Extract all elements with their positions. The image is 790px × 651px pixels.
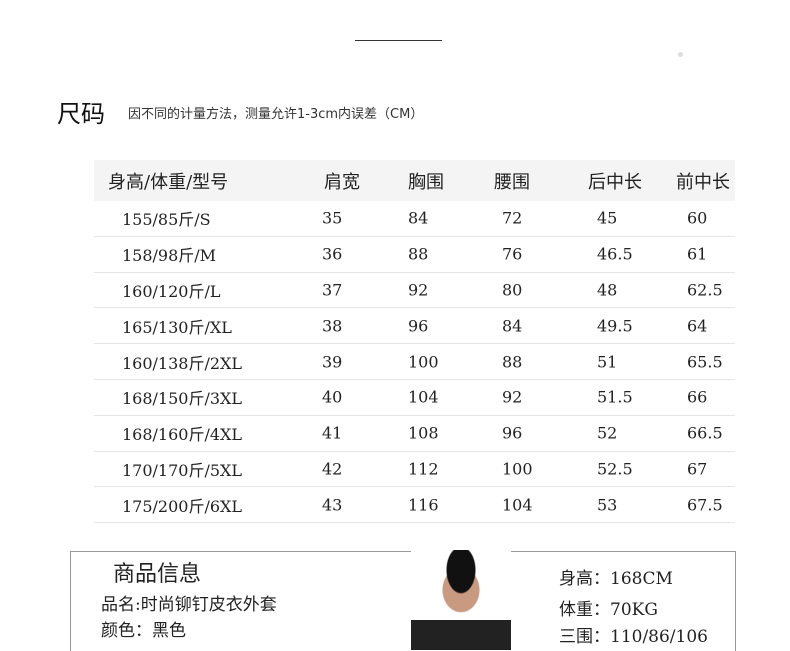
table-cell: 84: [408, 208, 429, 228]
table-cell: 175/200斤/6XL: [122, 496, 243, 516]
product-info-title: 商品信息: [113, 562, 202, 587]
table-cell: 80: [502, 280, 523, 300]
table-cell: 51: [597, 352, 618, 372]
table-cell: 38: [322, 316, 343, 336]
column-header: 前中长: [676, 171, 730, 193]
product-color: 颜色：黑色: [101, 621, 186, 641]
table-header: 身高/体重/型号 肩宽 胸围 腰围 后中长 前中长: [94, 160, 735, 201]
table-cell: 40: [322, 387, 343, 407]
table-cell: 92: [408, 280, 429, 300]
table-cell: 61: [687, 244, 708, 264]
table-cell: 45: [597, 208, 618, 228]
column-header: 胸围: [408, 171, 444, 193]
table-cell: 168/160斤/4XL: [122, 425, 243, 445]
table-cell: 104: [502, 495, 533, 515]
table-cell: 51.5: [597, 387, 633, 407]
table-cell: 72: [502, 208, 523, 228]
table-cell: 43: [322, 495, 343, 515]
table-cell: 100: [408, 352, 439, 372]
column-header: 身高/体重/型号: [108, 171, 229, 193]
product-info-box: 商品信息 品名:时尚铆钉皮衣外套 颜色：黑色 身高：168CM 体重：70KG …: [70, 550, 736, 651]
table-cell: 112: [408, 459, 439, 479]
table-cell: 170/170斤/5XL: [122, 460, 243, 480]
table-cell: 160/120斤/L: [122, 281, 221, 301]
table-cell: 165/130斤/XL: [122, 317, 232, 337]
table-row: 160/120斤/L 37 92 80 48 62.5: [94, 273, 735, 309]
table-cell: 52.5: [597, 459, 633, 479]
table-cell: 96: [502, 423, 523, 443]
table-cell: 66.5: [687, 423, 723, 443]
table-cell: 35: [322, 208, 343, 228]
table-cell: 53: [597, 495, 618, 515]
table-cell: 41: [322, 423, 343, 443]
decoration-dot: [678, 52, 683, 57]
table-row: 168/160斤/4XL 41 108 96 52 66.5: [94, 416, 735, 452]
table-cell: 48: [597, 280, 618, 300]
table-row: 160/138斤/2XL 39 100 88 51 65.5: [94, 344, 735, 380]
table-cell: 96: [408, 316, 429, 336]
table-cell: 168/150斤/3XL: [122, 389, 243, 409]
table-cell: 37: [322, 280, 343, 300]
table-cell: 108: [408, 423, 439, 443]
table-cell: 160/138斤/2XL: [122, 353, 243, 373]
model-photo: [411, 550, 511, 650]
measurement-note: 因不同的计量方法，测量允许1-3cm内误差（CM）: [128, 107, 424, 122]
table-row: 158/98斤/M 36 88 76 46.5 61: [94, 237, 735, 273]
column-header: 肩宽: [324, 171, 360, 193]
column-header: 腰围: [494, 171, 530, 193]
table-cell: 158/98斤/M: [122, 246, 217, 266]
table-cell: 60: [687, 208, 708, 228]
model-height: 身高：168CM: [559, 569, 673, 589]
table-cell: 52: [597, 423, 618, 443]
size-table: 身高/体重/型号 肩宽 胸围 腰围 后中长 前中长 155/85斤/S 35 84 7…: [94, 160, 735, 524]
table-row: 165/130斤/XL 38 96 84 49.5 64: [94, 308, 735, 345]
table-cell: 46.5: [597, 244, 633, 264]
table-cell: 84: [502, 316, 523, 336]
table-cell: 155/85斤/S: [122, 210, 211, 230]
table-cell: 104: [408, 387, 439, 407]
table-row: 155/85斤/S 35 84 72 45 60: [94, 201, 735, 237]
table-cell: 92: [502, 387, 523, 407]
table-cell: 88: [408, 244, 429, 264]
table-cell: 49.5: [597, 316, 633, 336]
table-row: 175/200斤/6XL 43 116 104 53 67.5: [94, 487, 735, 524]
table-cell: 100: [502, 459, 533, 479]
table-row: 170/170斤/5XL 42 112 100 52.5 67: [94, 452, 735, 488]
table-cell: 116: [408, 495, 439, 515]
table-cell: 67: [687, 459, 708, 479]
table-cell: 36: [322, 244, 343, 264]
table-cell: 64: [687, 316, 708, 336]
page-title: 尺码: [57, 100, 105, 128]
table-cell: 76: [502, 244, 523, 264]
table-cell: 39: [322, 352, 343, 372]
table-cell: 66: [687, 387, 708, 407]
table-cell: 62.5: [687, 280, 723, 300]
table-cell: 65.5: [687, 352, 723, 372]
table-cell: 67.5: [687, 495, 723, 515]
divider: [355, 40, 442, 41]
table-cell: 42: [322, 459, 343, 479]
column-header: 后中长: [588, 171, 642, 193]
model-weight: 体重：70KG: [559, 600, 658, 620]
model-measurements: 三围：110/86/106: [559, 627, 708, 647]
product-name: 品名:时尚铆钉皮衣外套: [101, 595, 277, 615]
table-cell: 88: [502, 352, 523, 372]
table-row: 168/150斤/3XL 40 104 92 51.5 66: [94, 380, 735, 416]
